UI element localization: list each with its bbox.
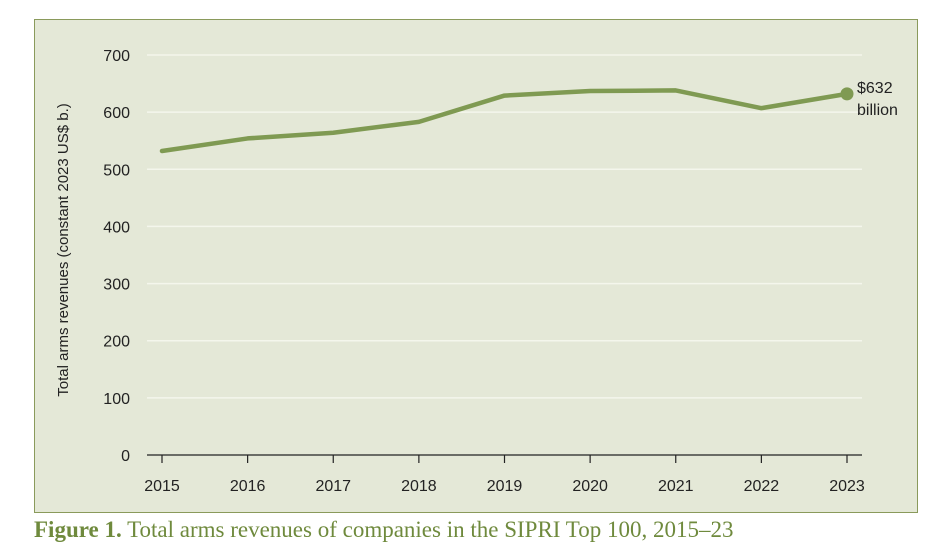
x-tick-label: 2023 <box>829 478 865 495</box>
x-axis-tick-labels: 2015 2016 2017 2018 2019 2020 2021 2022 2023 <box>144 478 865 495</box>
x-tick-label: 2015 <box>144 478 180 495</box>
y-tick-label: 200 <box>103 334 130 351</box>
chart-panel <box>34 19 918 513</box>
x-tick-label: 2021 <box>658 478 694 495</box>
x-tick-label: 2017 <box>315 478 351 495</box>
figure-caption: Figure 1. Total arms revenues of compani… <box>34 517 733 543</box>
y-tick-label: 600 <box>103 105 130 122</box>
x-tick-label: 2020 <box>572 478 608 495</box>
end-point-marker <box>840 87 854 101</box>
series-line <box>159 88 850 154</box>
y-tick-label: 0 <box>121 448 130 465</box>
y-tick-label: 500 <box>103 162 130 179</box>
series-layer <box>159 87 854 154</box>
end-value-unit-label: billion <box>857 102 898 119</box>
x-axis <box>147 454 862 463</box>
x-tick-label: 2016 <box>230 478 266 495</box>
y-axis-tick-labels: 0 100 200 300 400 500 600 700 <box>103 48 130 465</box>
figure-title: Total arms revenues of companies in the … <box>121 517 734 542</box>
x-tick-label: 2022 <box>744 478 780 495</box>
end-value-label: $632 <box>857 80 893 97</box>
x-tick-label: 2018 <box>401 478 437 495</box>
x-tick-label: 2019 <box>487 478 523 495</box>
y-tick-label: 700 <box>103 48 130 65</box>
figure-number: Figure 1. <box>34 517 122 542</box>
y-axis-label: Total arms revenues (constant 2023 US$ b… <box>55 103 72 396</box>
y-tick-label: 400 <box>103 219 130 236</box>
y-tick-label: 100 <box>103 391 130 408</box>
y-tick-label: 300 <box>103 277 130 294</box>
gridlines <box>147 54 862 399</box>
